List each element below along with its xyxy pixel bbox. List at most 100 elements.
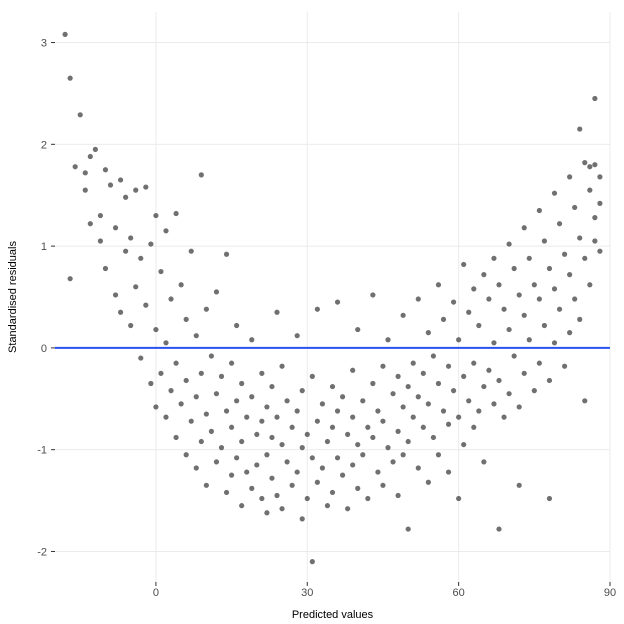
data-point: [456, 415, 461, 420]
data-point: [577, 235, 582, 240]
data-point: [168, 388, 173, 393]
data-point: [244, 469, 249, 474]
data-point: [552, 286, 557, 291]
y-tick-label: -2: [37, 546, 47, 558]
data-point: [315, 480, 320, 485]
data-point: [587, 282, 592, 287]
data-point: [214, 289, 219, 294]
data-point: [582, 398, 587, 403]
data-point: [537, 361, 542, 366]
data-point: [113, 292, 118, 297]
data-point: [411, 361, 416, 366]
data-point: [249, 337, 254, 342]
data-point: [148, 381, 153, 386]
data-point: [173, 435, 178, 440]
data-point: [199, 371, 204, 376]
data-point: [179, 401, 184, 406]
data-point: [582, 256, 587, 261]
data-point: [587, 164, 592, 169]
data-point: [461, 374, 466, 379]
data-point: [441, 408, 446, 413]
data-point: [284, 459, 289, 464]
data-point: [305, 496, 310, 501]
data-point: [133, 284, 138, 289]
data-point: [325, 503, 330, 508]
y-tick-label: 0: [41, 343, 47, 355]
data-point: [481, 384, 486, 389]
data-point: [441, 317, 446, 322]
data-point: [254, 462, 259, 467]
data-point: [274, 415, 279, 420]
data-point: [582, 160, 587, 165]
data-point: [138, 355, 143, 360]
data-point: [259, 371, 264, 376]
data-point: [264, 404, 269, 409]
data-point: [390, 459, 395, 464]
data-point: [446, 422, 451, 427]
data-point: [345, 506, 350, 511]
data-point: [486, 296, 491, 301]
data-point: [320, 465, 325, 470]
data-point: [456, 496, 461, 501]
data-point: [426, 330, 431, 335]
data-point: [189, 249, 194, 254]
data-point: [300, 516, 305, 521]
data-point: [451, 299, 456, 304]
data-point: [194, 333, 199, 338]
data-point: [108, 182, 113, 187]
data-point: [305, 432, 310, 437]
data-point: [527, 337, 532, 342]
data-point: [300, 388, 305, 393]
data-point: [461, 262, 466, 267]
data-point: [209, 353, 214, 358]
data-point: [522, 371, 527, 376]
data-point: [506, 241, 511, 246]
data-point: [295, 408, 300, 413]
data-point: [340, 473, 345, 478]
data-point: [153, 213, 158, 218]
data-point: [416, 296, 421, 301]
data-point: [451, 388, 456, 393]
data-point: [295, 333, 300, 338]
data-point: [527, 256, 532, 261]
data-point: [506, 391, 511, 396]
data-point: [552, 340, 557, 345]
data-point: [224, 490, 229, 495]
data-point: [209, 429, 214, 434]
data-point: [406, 439, 411, 444]
data-point: [390, 391, 395, 396]
data-point: [153, 327, 158, 332]
data-point: [148, 241, 153, 246]
data-point: [385, 445, 390, 450]
data-point: [552, 191, 557, 196]
data-point: [239, 439, 244, 444]
data-point: [274, 493, 279, 498]
data-point: [93, 147, 98, 152]
data-point: [466, 398, 471, 403]
x-tick-label: 0: [153, 587, 159, 599]
data-point: [279, 364, 284, 369]
data-point: [471, 425, 476, 430]
data-point: [522, 313, 527, 318]
data-point: [163, 228, 168, 233]
data-point: [355, 486, 360, 491]
data-point: [158, 269, 163, 274]
data-point: [567, 330, 572, 335]
data-point: [436, 452, 441, 457]
data-point: [547, 496, 552, 501]
data-point: [103, 167, 108, 172]
data-point: [491, 401, 496, 406]
y-tick-label: 1: [41, 241, 47, 253]
data-point: [199, 172, 204, 177]
data-point: [118, 177, 123, 182]
data-point: [380, 419, 385, 424]
data-point: [375, 469, 380, 474]
data-point: [345, 432, 350, 437]
data-point: [577, 126, 582, 131]
data-point: [456, 337, 461, 342]
data-point: [78, 112, 83, 117]
data-point: [395, 493, 400, 498]
data-point: [123, 195, 128, 200]
data-point: [350, 368, 355, 373]
data-point: [295, 469, 300, 474]
